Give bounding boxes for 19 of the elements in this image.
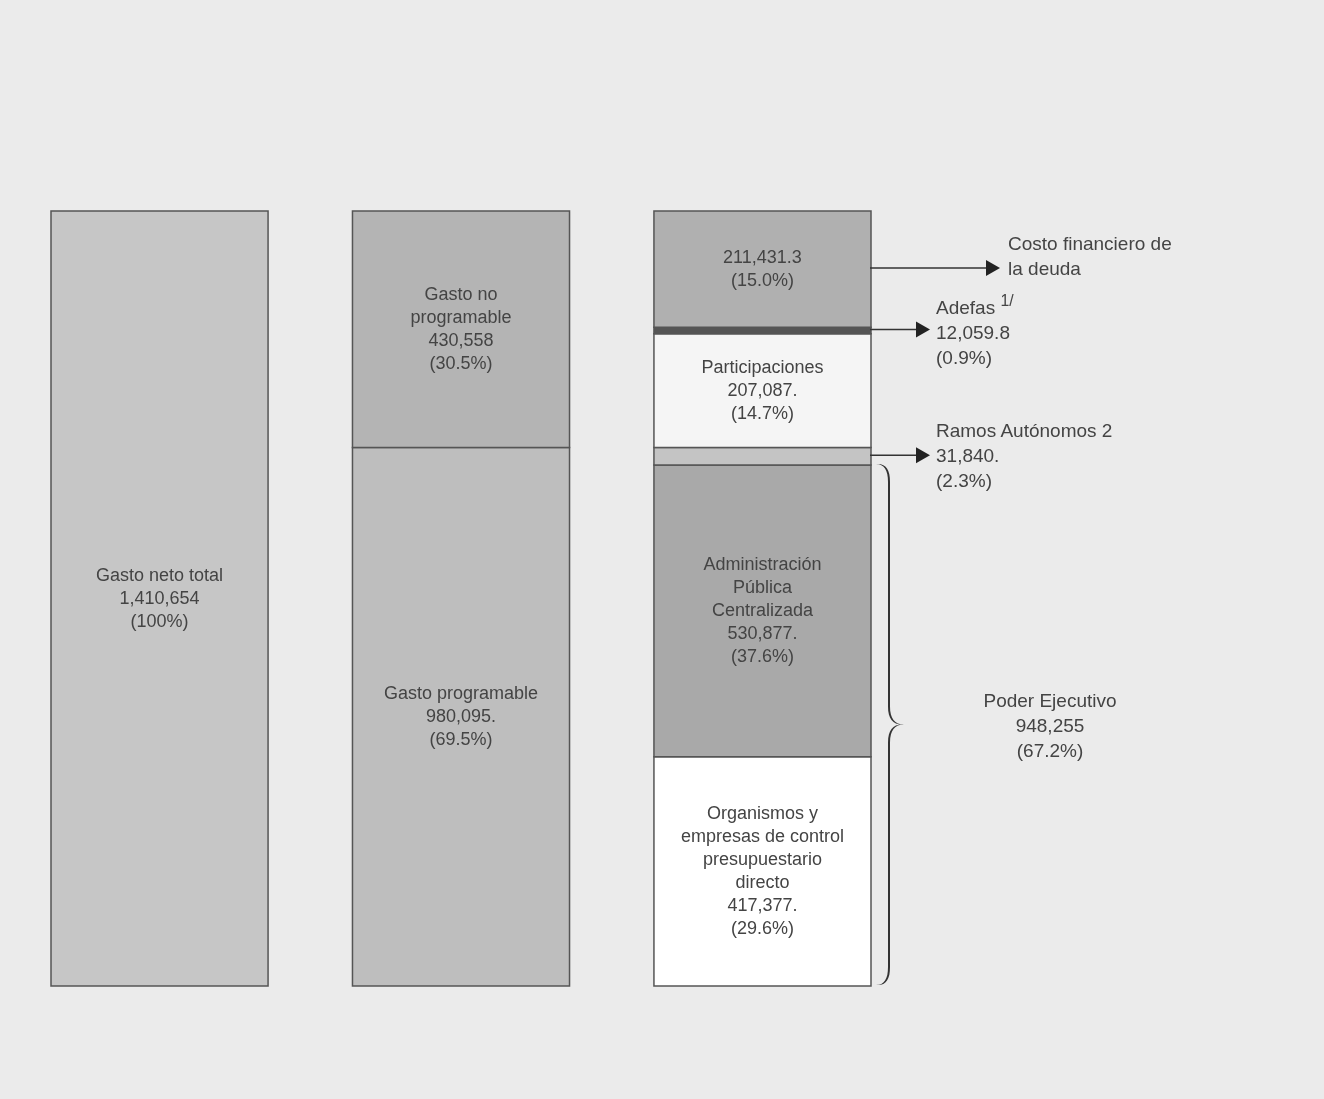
series-label: Gasto no programable (410, 283, 512, 327)
data-label: 530,877. (37.6%) (727, 622, 798, 666)
text: Adefas $^{1/}$ (936, 292, 1014, 319)
data-label: 430,558 (30.5%) (428, 329, 494, 373)
series-label: Gasto neto total (95, 564, 224, 585)
text: Ramos Autónomos 2 (936, 419, 1113, 441)
data-label: 31,840. (2.3%) (936, 444, 1000, 491)
series-label: Gasto programable (383, 682, 539, 703)
text: Costo financiero de la deuda (1008, 232, 1173, 282)
data-label: 1,410,654 (100%) (119, 587, 200, 631)
data-label: 211,431.3 (15.0%) (723, 246, 802, 290)
series-label: Organismos y empresas de control presupuestario directo (680, 802, 845, 892)
data-label: 417,377. (29.6%) (727, 894, 798, 938)
series-label: Participaciones (701, 356, 824, 377)
data-label: 12,059.8 (0.9%) (936, 322, 1010, 369)
data-label: 207,087. (14.7%) (727, 379, 798, 423)
data-label: 980,095. (69.5%) (425, 705, 497, 749)
text: Poder Ejecutivo 948,255 (67.2%) (982, 688, 1118, 763)
series-label: Administración Pública Centralizada (703, 553, 822, 620)
